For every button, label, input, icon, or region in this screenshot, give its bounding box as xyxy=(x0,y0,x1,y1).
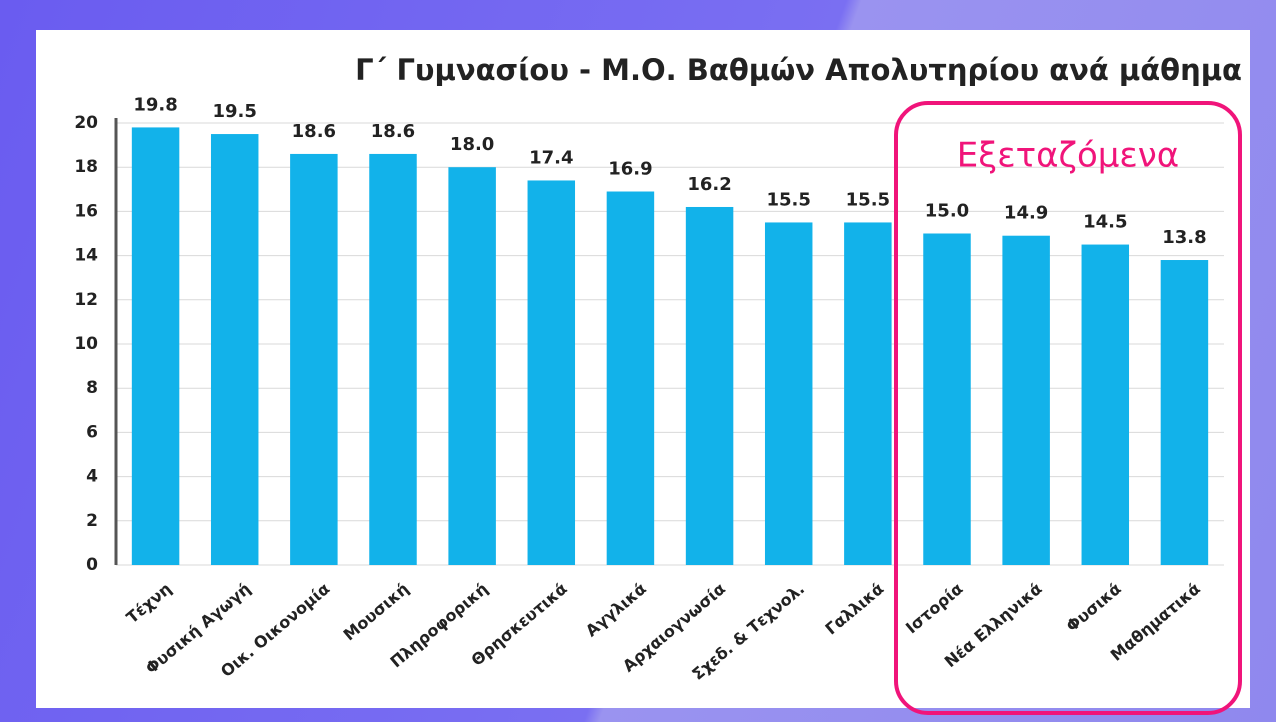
y-tick-label: 2 xyxy=(86,511,98,531)
value-label: 16.2 xyxy=(687,174,731,195)
bar xyxy=(131,127,180,566)
value-label: 19.5 xyxy=(213,101,257,122)
bar xyxy=(844,222,892,565)
bar xyxy=(210,134,259,566)
annotation: Εξεταζόμενα xyxy=(957,136,1179,176)
y-tick-label: 20 xyxy=(74,113,98,133)
value-label: 16.9 xyxy=(608,159,652,180)
value-label: 15.0 xyxy=(925,201,969,222)
y-tick-label: 0 xyxy=(86,555,98,575)
value-label: 15.5 xyxy=(767,189,811,210)
y-tick-label: 16 xyxy=(74,201,98,221)
value-label: 14.5 xyxy=(1083,212,1127,233)
y-tick-label: 6 xyxy=(86,422,98,442)
bar xyxy=(448,167,496,565)
bar xyxy=(764,222,813,565)
highlight-box xyxy=(894,101,1242,715)
bar xyxy=(369,153,417,565)
bar xyxy=(1081,244,1130,566)
value-label: 18.6 xyxy=(371,121,415,142)
value-label: 13.8 xyxy=(1162,227,1206,248)
y-tick-label: 10 xyxy=(74,334,98,354)
y-tick-label: 18 xyxy=(74,157,98,177)
bar xyxy=(527,180,576,565)
y-tick-label: 12 xyxy=(74,290,98,310)
value-label: 19.8 xyxy=(133,94,177,115)
bar xyxy=(923,233,971,565)
value-label: 18.0 xyxy=(450,134,494,155)
value-label: 18.6 xyxy=(292,121,336,142)
bar xyxy=(290,153,338,565)
bar xyxy=(1002,235,1050,565)
y-tick-label: 14 xyxy=(74,246,98,266)
bar xyxy=(685,206,734,566)
chart-title: Γ΄ Γυμνασίου - Μ.Ο. Βαθμών Απολυτηρίου α… xyxy=(355,53,1242,87)
value-label: 17.4 xyxy=(529,147,573,168)
value-label: 15.5 xyxy=(846,189,890,210)
y-tick-label: 8 xyxy=(86,378,98,398)
value-label: 14.9 xyxy=(1004,203,1048,224)
bar xyxy=(1160,260,1209,565)
y-tick-label: 4 xyxy=(86,467,98,487)
bar xyxy=(606,191,655,565)
